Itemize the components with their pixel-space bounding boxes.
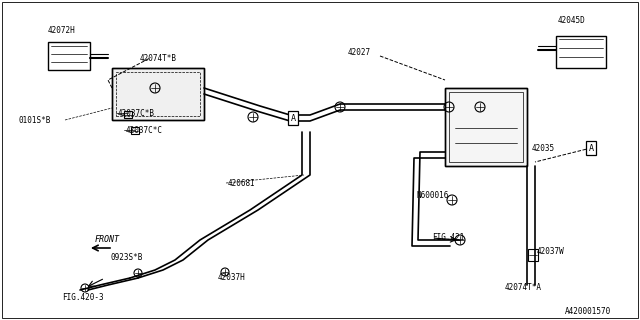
Bar bbox=[48, 42, 90, 70]
Text: 42074T*A: 42074T*A bbox=[505, 284, 542, 292]
Text: 42074T*B: 42074T*B bbox=[140, 53, 177, 62]
Text: 0923S*B: 0923S*B bbox=[110, 253, 142, 262]
Bar bbox=[556, 36, 606, 68]
Text: 42037C*C: 42037C*C bbox=[126, 125, 163, 134]
Text: 42037H: 42037H bbox=[218, 274, 246, 283]
Bar bbox=[445, 88, 527, 166]
Text: A: A bbox=[291, 114, 296, 123]
Bar bbox=[528, 249, 538, 261]
Text: FRONT: FRONT bbox=[95, 236, 120, 244]
Text: A420001570: A420001570 bbox=[565, 308, 611, 316]
Text: A: A bbox=[589, 143, 593, 153]
Bar bbox=[124, 111, 132, 118]
Bar bbox=[445, 88, 527, 166]
Bar bbox=[131, 127, 139, 134]
Text: FIG.421: FIG.421 bbox=[432, 233, 465, 242]
Bar bbox=[449, 92, 523, 162]
Bar bbox=[112, 68, 204, 120]
Text: 42035: 42035 bbox=[532, 143, 555, 153]
Bar bbox=[116, 72, 200, 116]
Text: 42068I: 42068I bbox=[228, 179, 256, 188]
Text: N600016: N600016 bbox=[416, 191, 449, 201]
Text: FIG.420-3: FIG.420-3 bbox=[62, 293, 104, 302]
Text: 42045D: 42045D bbox=[558, 15, 586, 25]
Text: 0101S*B: 0101S*B bbox=[18, 116, 51, 124]
Text: 42037W: 42037W bbox=[537, 247, 564, 257]
Text: 42037C*B: 42037C*B bbox=[118, 108, 155, 117]
Text: 42072H: 42072H bbox=[48, 26, 76, 35]
Bar bbox=[112, 68, 204, 120]
Text: 42027: 42027 bbox=[348, 47, 371, 57]
